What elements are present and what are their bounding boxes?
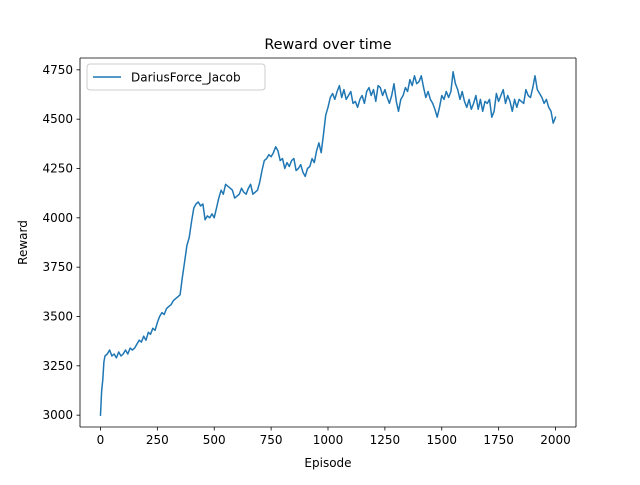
series-line-0 (101, 72, 556, 415)
x-tick-label: 250 (146, 433, 169, 447)
y-tick-label: 4000 (42, 211, 73, 225)
x-tick-label: 1000 (313, 433, 344, 447)
x-tick-label: 750 (260, 433, 283, 447)
y-axis-label: Reward (16, 220, 30, 265)
x-tick-label: 1500 (426, 433, 457, 447)
x-tick-label: 0 (97, 433, 105, 447)
y-tick-label: 4750 (42, 63, 73, 77)
x-axis-label: Episode (304, 456, 351, 470)
y-tick-label: 3500 (42, 309, 73, 323)
x-tick-label: 500 (203, 433, 226, 447)
chart-title: Reward over time (264, 37, 391, 53)
x-tick-label: 1250 (370, 433, 401, 447)
y-tick-label: 3000 (42, 408, 73, 422)
y-tick-label: 4250 (42, 162, 73, 176)
y-tick-label: 3250 (42, 359, 73, 373)
legend-label-0: DariusForce_Jacob (131, 71, 241, 85)
y-tick-label: 3750 (42, 260, 73, 274)
y-tick-label: 4500 (42, 112, 73, 126)
x-tick-label: 2000 (540, 433, 571, 447)
x-tick-label: 1750 (483, 433, 514, 447)
